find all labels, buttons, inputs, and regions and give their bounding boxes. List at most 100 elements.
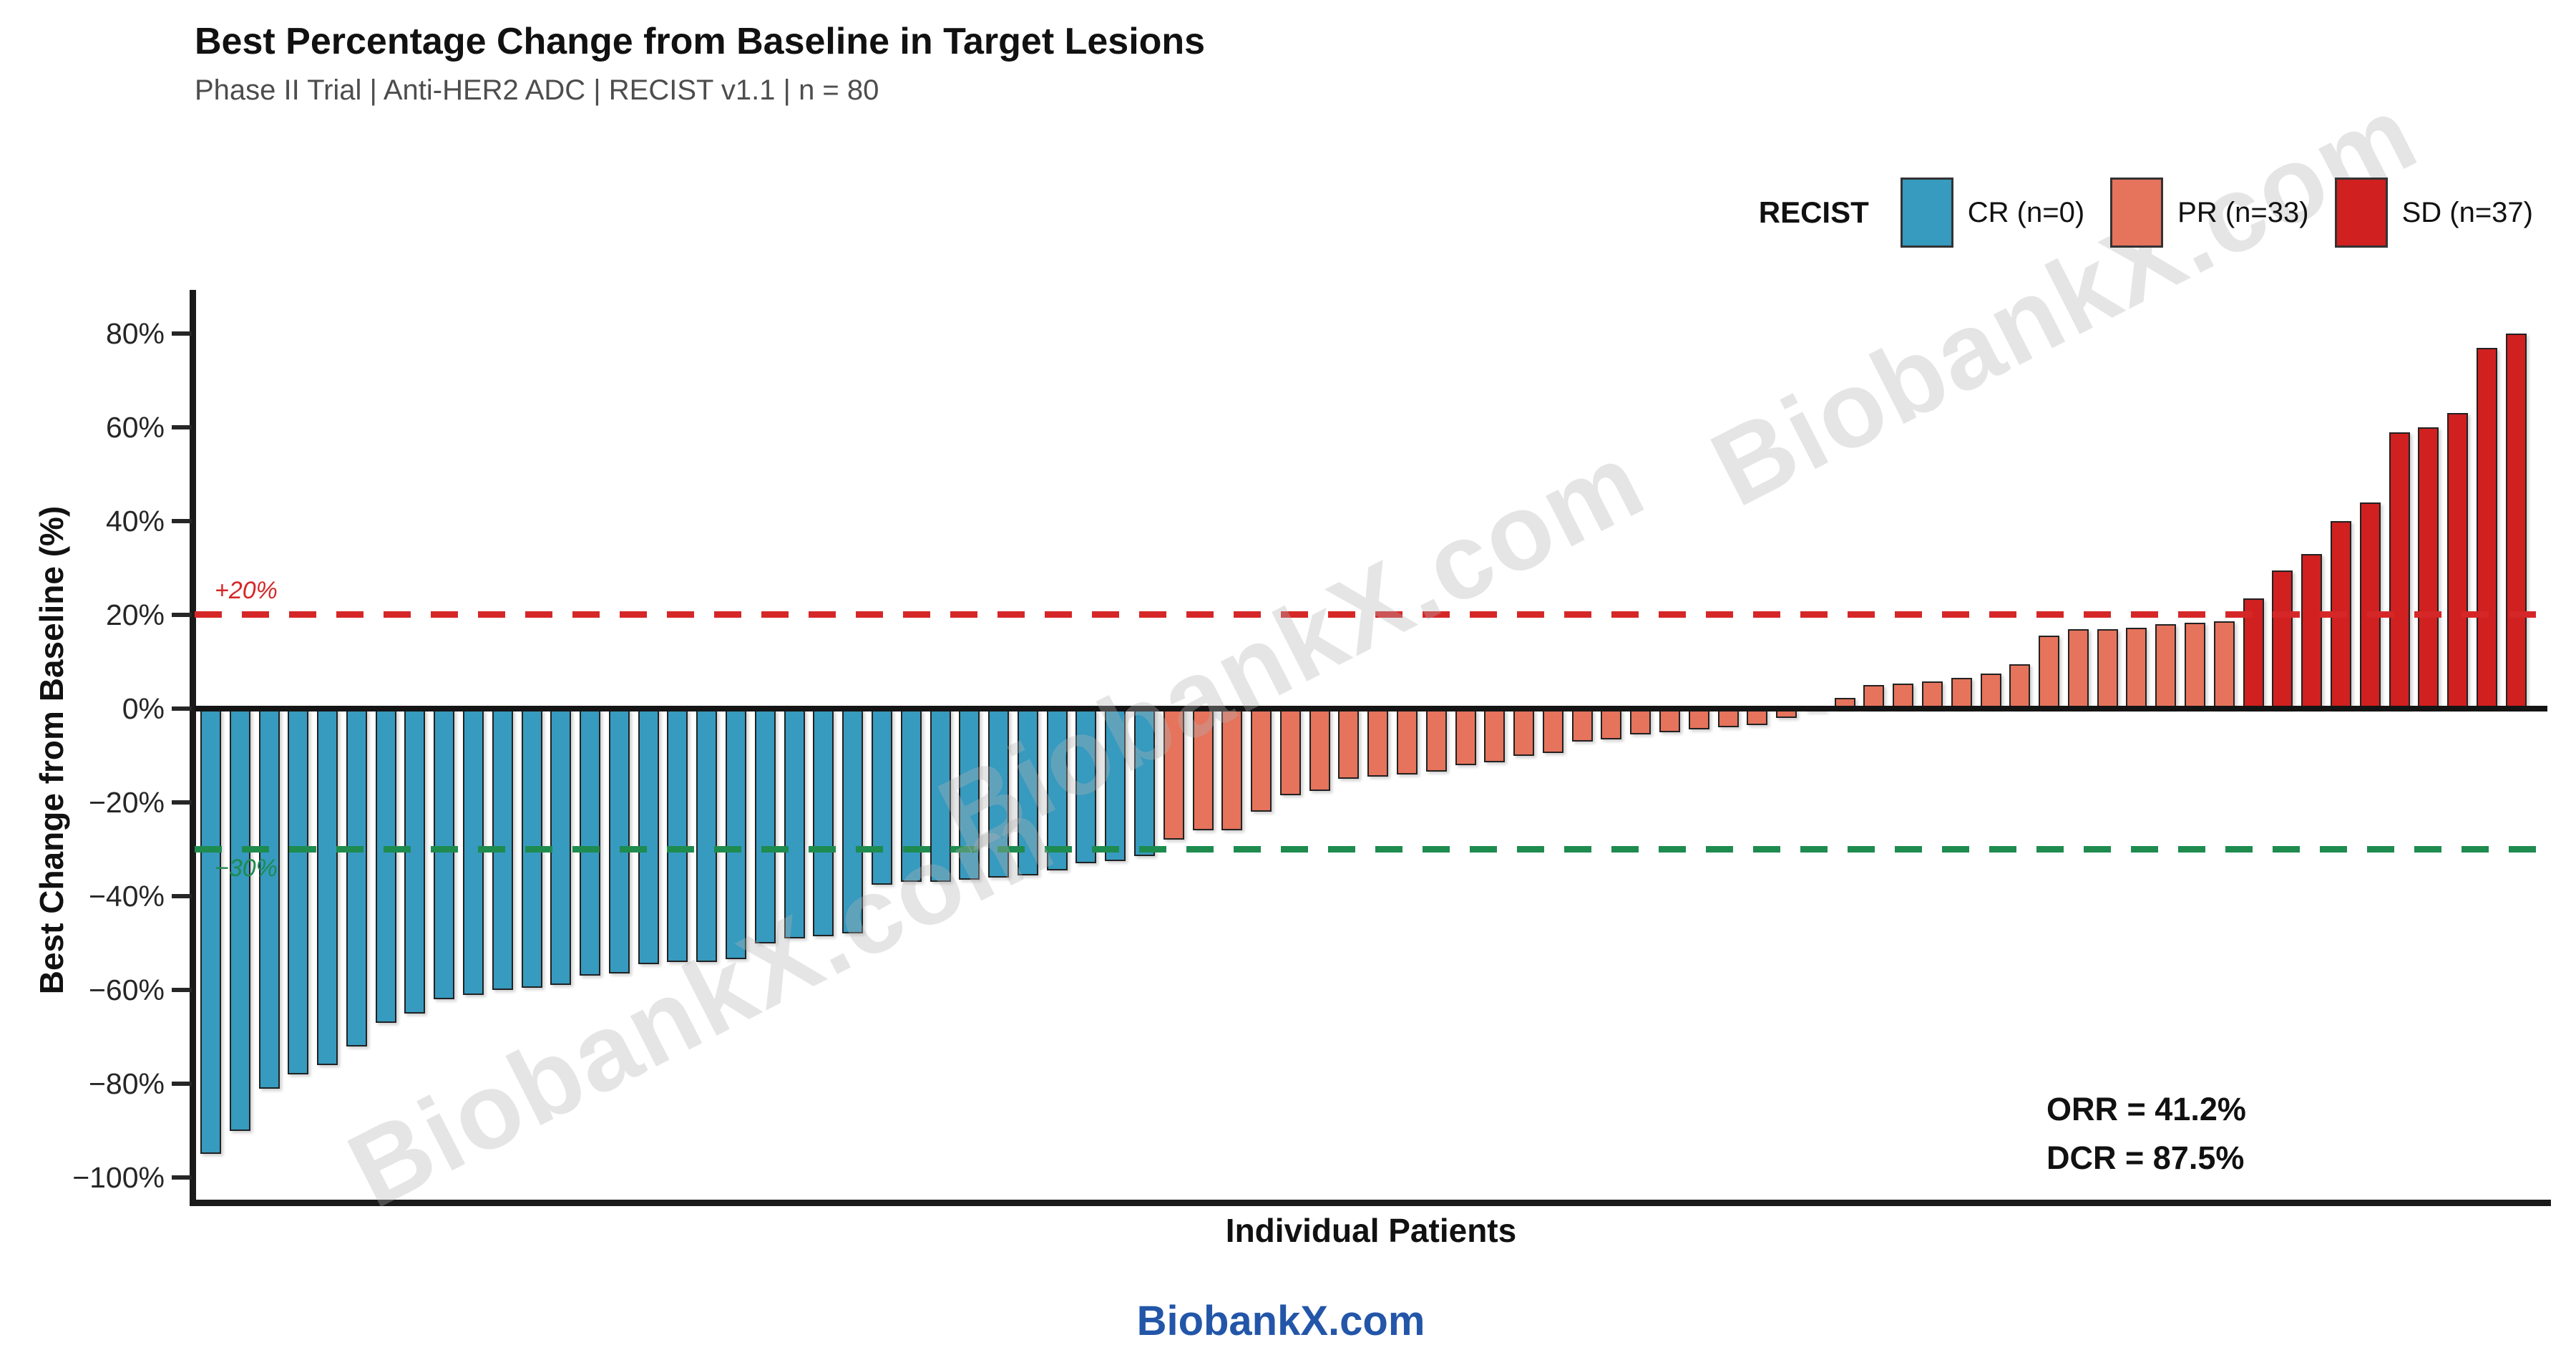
waterfall-bar <box>1280 709 1301 796</box>
waterfall-bar <box>1367 709 1388 777</box>
legend-item-sd: SD (n=37) <box>2334 178 2533 248</box>
waterfall-bar <box>404 709 425 1014</box>
waterfall-bar <box>2068 628 2089 709</box>
waterfall-bar <box>1075 709 1096 864</box>
waterfall-bar <box>726 709 746 960</box>
y-tick-mark <box>172 894 192 898</box>
waterfall-bar <box>1455 709 1476 765</box>
y-tick-mark <box>172 706 192 711</box>
waterfall-bar <box>1338 709 1359 779</box>
zero-baseline <box>195 706 2547 711</box>
legend-swatch-pr <box>2110 178 2164 248</box>
y-tick-mark <box>172 331 192 336</box>
y-tick-label: −80% <box>88 1067 165 1100</box>
footer-link[interactable]: BiobankX.com <box>1136 1298 1425 1344</box>
waterfall-bar <box>2301 553 2322 709</box>
waterfall-bar <box>1513 709 1534 756</box>
waterfall-bar <box>2360 502 2381 709</box>
y-tick-label: 60% <box>105 411 165 444</box>
waterfall-bar <box>1981 673 2001 709</box>
chart-subtitle: Phase II Trial | Anti-HER2 ADC | RECIST … <box>195 74 879 106</box>
waterfall-bar <box>1251 709 1272 812</box>
orr-annotation: ORR = 41.2% <box>2046 1091 2246 1127</box>
waterfall-bar <box>1193 709 1214 831</box>
y-tick-label: 0% <box>122 692 165 725</box>
y-tick-label: 20% <box>105 598 165 631</box>
waterfall-bar <box>696 709 717 962</box>
y-tick-label: −100% <box>72 1161 165 1194</box>
waterfall-bar <box>1572 709 1593 742</box>
legend-item-pr: PR (n=33) <box>2110 178 2309 248</box>
waterfall-bar <box>2272 570 2293 709</box>
legend-swatch-sd <box>2334 178 2388 248</box>
waterfall-bar <box>1951 678 1972 709</box>
y-tick-mark <box>172 613 192 617</box>
waterfall-bar <box>346 709 367 1046</box>
dcr-annotation: DCR = 87.5% <box>2046 1140 2245 1176</box>
waterfall-bar <box>2185 623 2205 709</box>
waterfall-bar <box>901 709 922 883</box>
waterfall-bar <box>1134 709 1155 857</box>
y-tick-mark <box>172 1175 192 1180</box>
y-axis-spine <box>190 290 196 1206</box>
waterfall-bar <box>1484 709 1505 763</box>
y-tick-label: 80% <box>105 317 165 350</box>
waterfall-bar <box>2039 636 2059 709</box>
y-axis-label: Best Change from Baseline (%) <box>33 505 70 995</box>
chart-title: Best Percentage Change from Baseline in … <box>195 21 1206 62</box>
threshold-line-minus30 <box>195 846 2547 853</box>
waterfall-bar <box>2155 624 2176 709</box>
waterfall-bar <box>1630 709 1651 735</box>
legend-title: RECIST <box>1758 195 1869 229</box>
y-tick-label: −20% <box>88 786 165 819</box>
waterfall-bar <box>1163 709 1184 840</box>
waterfall-bar <box>959 709 980 880</box>
waterfall-bar <box>580 709 600 976</box>
y-tick-label: 40% <box>105 505 165 538</box>
y-tick-label: −60% <box>88 973 165 1006</box>
watermark: BiobankX.com <box>1693 72 2436 530</box>
y-tick-mark <box>172 519 192 523</box>
waterfall-bar <box>2097 628 2118 709</box>
waterfall-bar <box>784 709 805 938</box>
waterfall-bar <box>230 709 250 1131</box>
waterfall-bar <box>2506 334 2527 709</box>
threshold-label-minus30: −30% <box>215 855 278 882</box>
waterfall-bar <box>1601 709 1621 739</box>
y-tick-mark <box>172 800 192 805</box>
y-tick-mark <box>172 988 192 992</box>
waterfall-bar <box>1659 709 1680 732</box>
waterfall-bar <box>2214 621 2235 709</box>
legend-label-cr: CR (n=0) <box>1967 196 2085 228</box>
x-axis-spine <box>190 1200 2551 1206</box>
waterfall-bar <box>1426 709 1447 772</box>
threshold-label-plus20: +20% <box>215 577 278 604</box>
waterfall-bar <box>376 709 396 1023</box>
waterfall-bar <box>1922 681 1943 709</box>
waterfall-bar <box>1047 709 1068 870</box>
waterfall-bar <box>638 709 659 964</box>
waterfall-bar <box>1221 709 1242 831</box>
waterfall-bar <box>2009 664 2030 709</box>
waterfall-bar <box>2389 432 2410 709</box>
waterfall-bar <box>755 709 776 943</box>
legend-label-sd: SD (n=37) <box>2401 196 2533 228</box>
response-rate-annotation: ORR = 41.2% DCR = 87.5% <box>2046 1085 2246 1182</box>
y-tick-mark <box>172 1082 192 1086</box>
waterfall-bar <box>872 709 892 885</box>
y-tick-mark <box>172 425 192 429</box>
waterfall-bar <box>2418 427 2439 709</box>
x-axis-label: Individual Patients <box>1225 1212 1517 1249</box>
waterfall-bar <box>1543 709 1563 754</box>
waterfall-bar <box>1397 709 1418 774</box>
waterfall-bar <box>1893 684 1913 709</box>
waterfall-bar <box>813 709 834 936</box>
waterfall-bar <box>609 709 630 974</box>
waterfall-bar <box>1309 709 1330 791</box>
waterfall-bar <box>1105 709 1126 861</box>
waterfall-bar <box>2126 627 2147 709</box>
legend-item-cr: CR (n=0) <box>1900 178 2085 248</box>
waterfall-bar <box>930 709 951 883</box>
threshold-line-plus20 <box>195 611 2547 618</box>
waterfall-bar <box>434 709 454 1000</box>
